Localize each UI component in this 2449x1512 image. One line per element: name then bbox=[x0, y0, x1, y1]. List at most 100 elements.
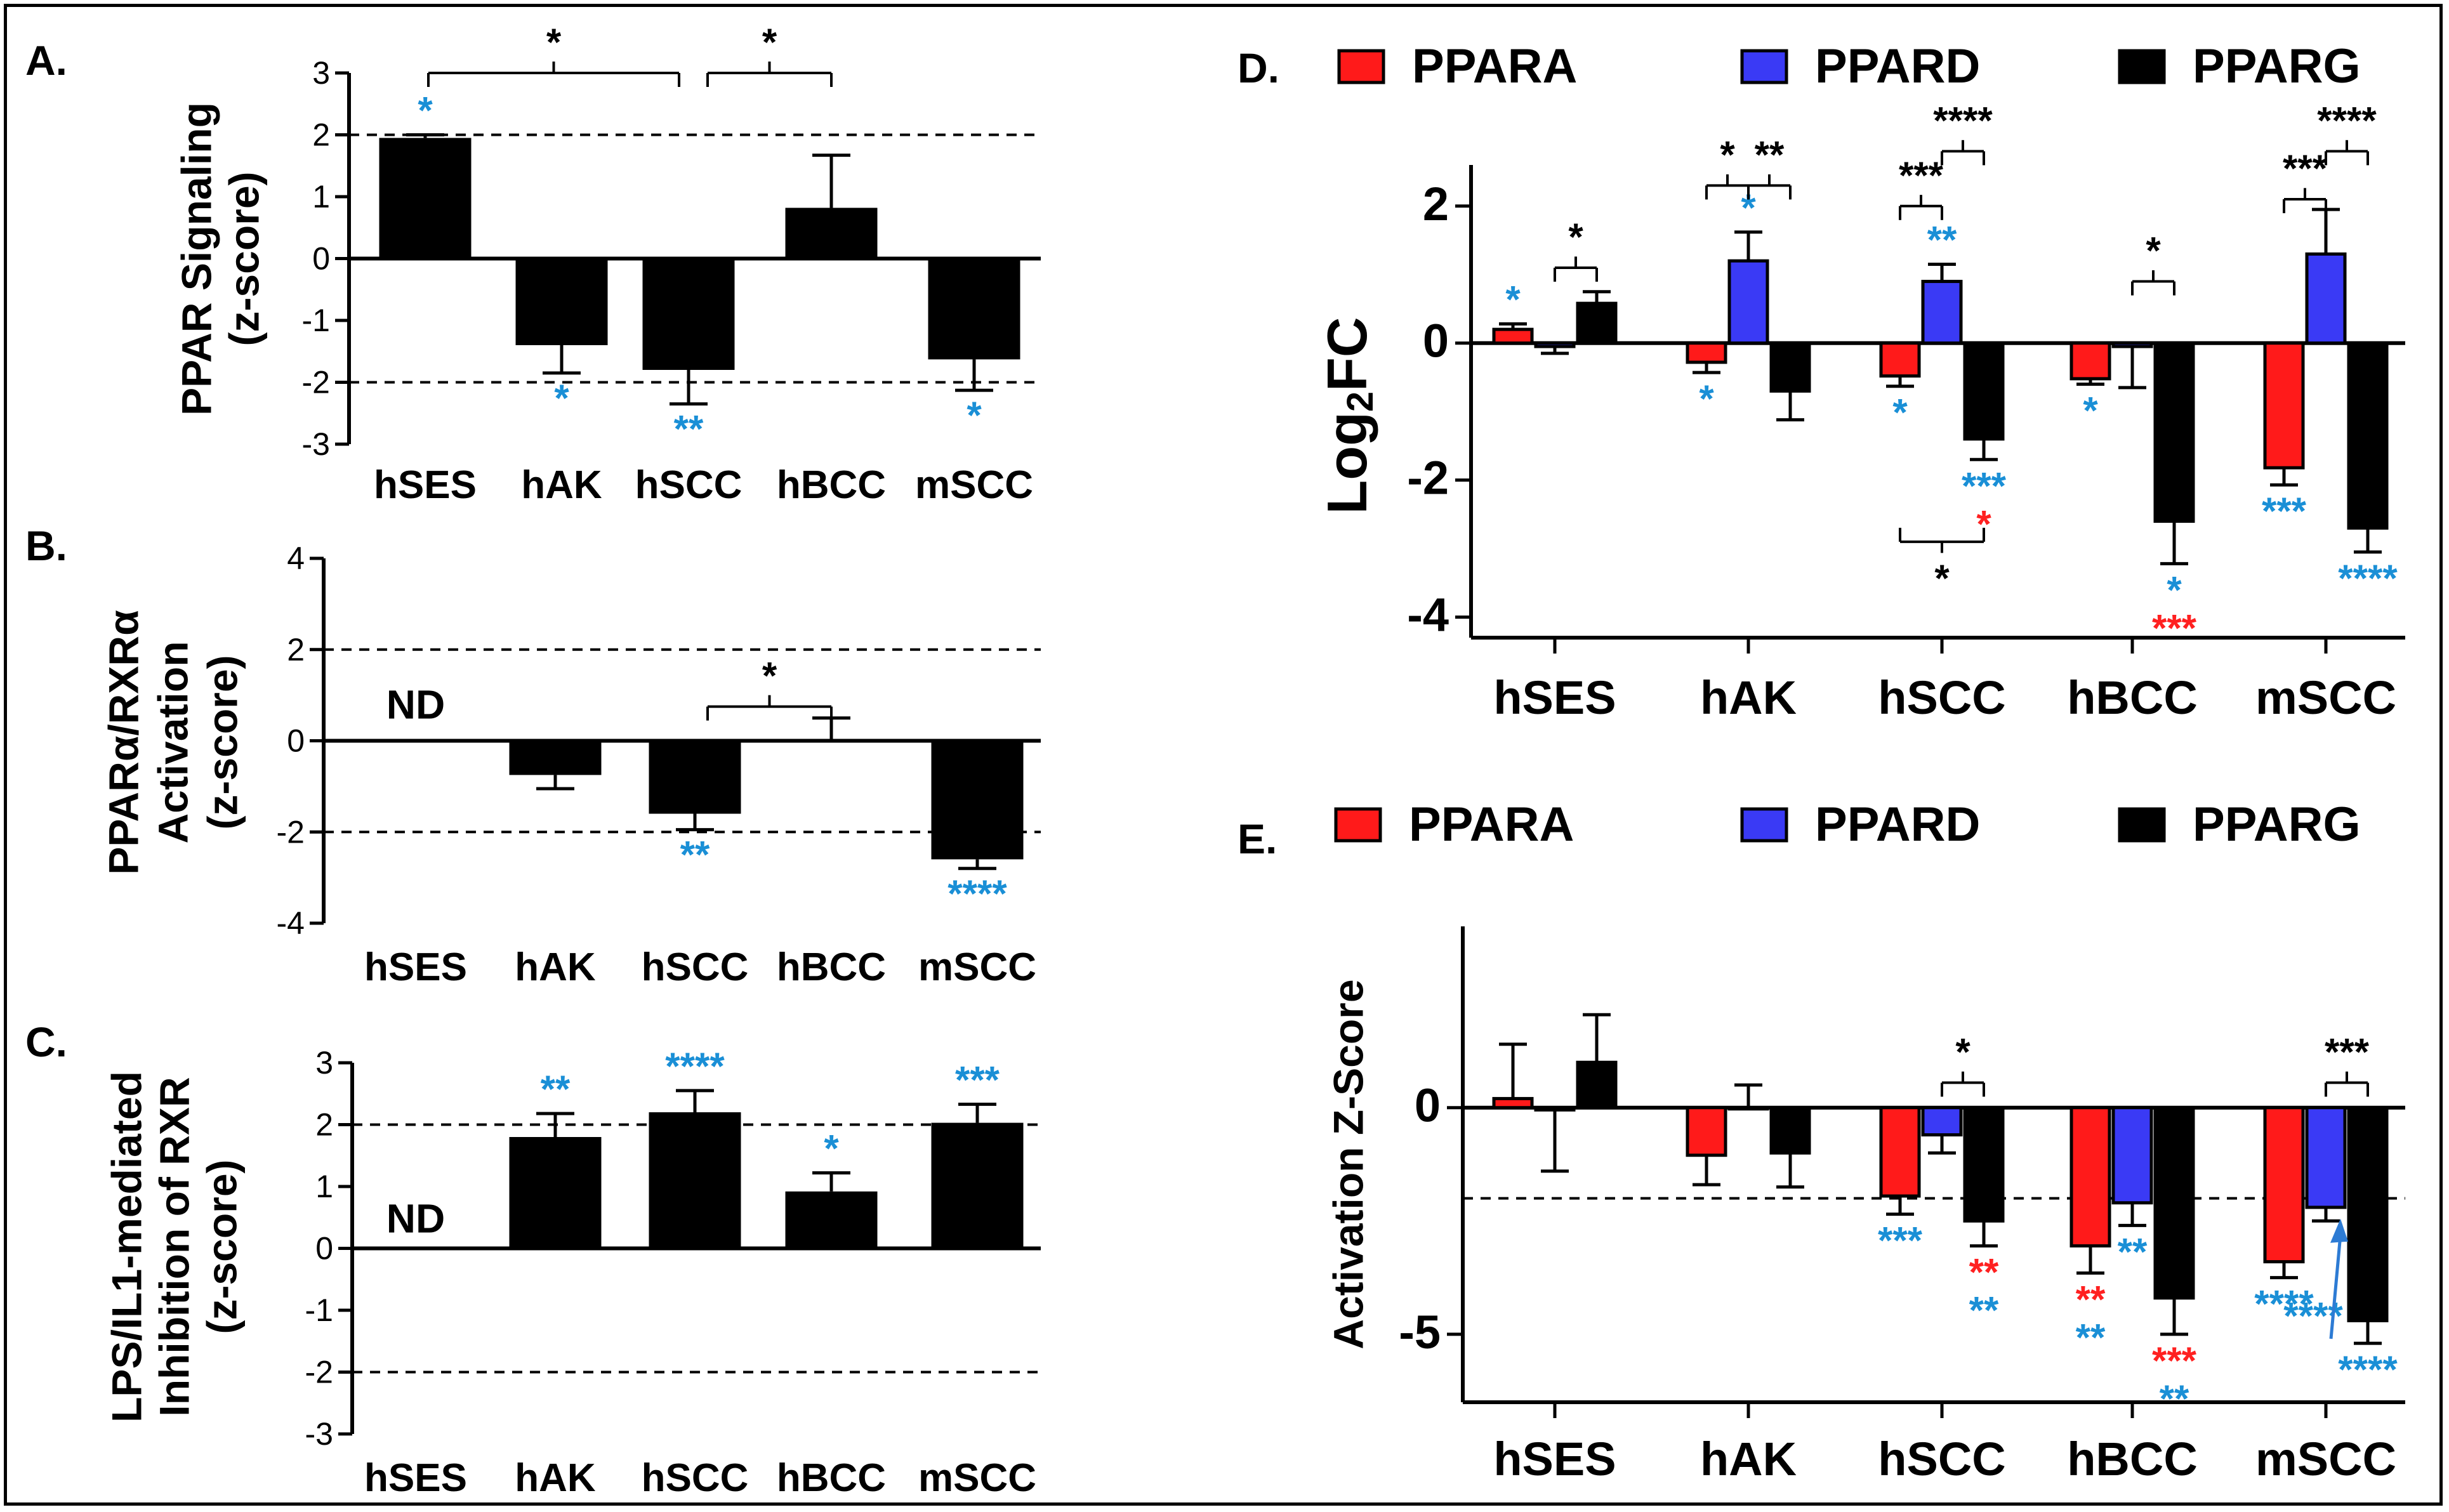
bar-E-PPARG-mSCC bbox=[2347, 1106, 2389, 1322]
y-axis-label-A: (z-score) bbox=[220, 171, 267, 346]
bar-E-PPARA-mSCC bbox=[2263, 1106, 2305, 1264]
significance-mark-D: * bbox=[2083, 390, 2098, 432]
y-tick-label-B: -4 bbox=[277, 905, 305, 941]
y-axis-label-C: (z-score) bbox=[198, 1159, 245, 1334]
significance-mark-D: *** bbox=[2152, 607, 2197, 649]
category-label-D: hBCC bbox=[2067, 671, 2198, 724]
category-label-E: hAK bbox=[1700, 1433, 1797, 1485]
category-label-E: mSCC bbox=[2255, 1433, 2396, 1485]
bar-E-PPARG-hSES bbox=[1576, 1060, 1618, 1110]
bar-D-PPARG-hSCC bbox=[1963, 341, 2005, 441]
significance-mark-C: *** bbox=[955, 1058, 1000, 1101]
bar-B-hSCC bbox=[649, 740, 741, 814]
bracket-significance-D: * bbox=[1934, 557, 1950, 600]
category-label-E: hBCC bbox=[2067, 1433, 2198, 1485]
significance-mark-E: ** bbox=[2076, 1278, 2106, 1320]
bar-B-mSCC bbox=[931, 740, 1024, 860]
bar-E-PPARG-hBCC bbox=[2153, 1106, 2195, 1300]
significance-mark-B: **** bbox=[947, 872, 1007, 915]
category-label-A: hSCC bbox=[635, 463, 743, 507]
panel-label-E: E. bbox=[1238, 815, 1277, 862]
y-tick-label-A: -3 bbox=[302, 426, 330, 462]
bar-A-mSCC bbox=[928, 258, 1020, 360]
significance-mark-E: *** bbox=[1878, 1219, 1923, 1262]
y-axis-label-B: Activation bbox=[149, 641, 196, 843]
significance-mark-D: *** bbox=[1962, 464, 2007, 507]
not-determined-label-B: ND bbox=[386, 682, 445, 728]
bar-A-hSCC bbox=[642, 258, 735, 370]
y-tick-label-A: -1 bbox=[302, 303, 330, 338]
bar-A-hAK bbox=[515, 258, 608, 345]
category-label-B: hAK bbox=[515, 945, 596, 989]
figure-frame bbox=[4, 4, 2443, 1506]
y-tick-label-B: -2 bbox=[277, 814, 305, 850]
legend-swatch-D-PPARG bbox=[2118, 49, 2166, 84]
category-label-C: hSCC bbox=[642, 1456, 749, 1500]
y-axis-label-A: PPAR Signaling bbox=[173, 102, 220, 416]
bar-D-PPARG-hAK bbox=[1769, 341, 1811, 393]
significance-mark-D: * bbox=[2167, 569, 2182, 611]
bar-D-PPARG-mSCC bbox=[2347, 341, 2389, 530]
category-label-D: hAK bbox=[1700, 671, 1797, 724]
bar-E-PPARA-hSES bbox=[1492, 1096, 1534, 1110]
bar-D-PPARG-hSES bbox=[1576, 301, 1618, 345]
annotation-arrow bbox=[2329, 1234, 2342, 1339]
bar-D-PPARD-hSES bbox=[1534, 341, 1576, 348]
y-axis-label-B: PPARα/RXRα bbox=[100, 610, 147, 874]
category-label-A: mSCC bbox=[915, 463, 1033, 507]
significance-mark-E: ** bbox=[2160, 1377, 2189, 1420]
y-axis-label-B: (z-score) bbox=[199, 655, 246, 829]
significance-mark-A: * bbox=[554, 377, 569, 419]
category-label-C: hAK bbox=[515, 1456, 596, 1500]
bar-E-PPARA-hAK bbox=[1686, 1106, 1727, 1157]
bar-E-PPARD-hBCC bbox=[2111, 1106, 2153, 1205]
y-tick-label-C: -3 bbox=[305, 1416, 333, 1452]
y-tick-label-C: 0 bbox=[315, 1231, 333, 1266]
bracket-significance-A: * bbox=[762, 21, 777, 63]
category-label-E: hSCC bbox=[1878, 1433, 2005, 1485]
bracket-significance-B: * bbox=[762, 655, 777, 697]
significance-mark-D: *** bbox=[2262, 490, 2307, 532]
significance-mark-C: * bbox=[824, 1127, 839, 1170]
significance-mark-E: **** bbox=[2338, 1348, 2398, 1391]
y-tick-label-A: 2 bbox=[312, 117, 330, 153]
bar-A-hBCC bbox=[785, 207, 878, 259]
bar-D-PPARD-mSCC bbox=[2305, 252, 2347, 345]
significance-mark-D: * bbox=[1699, 378, 1714, 420]
panel-label-A: A. bbox=[25, 37, 67, 84]
legend-swatch-D-PPARA bbox=[1337, 49, 1385, 84]
y-tick-label-A: -2 bbox=[302, 365, 330, 400]
bar-D-PPARA-hSES bbox=[1492, 327, 1534, 345]
bar-D-PPARA-hAK bbox=[1686, 341, 1727, 364]
bracket-significance-D: *** bbox=[1899, 154, 1944, 197]
annotation-arrow-head bbox=[2330, 1218, 2348, 1243]
significance-mark-A: * bbox=[418, 89, 433, 132]
bar-E-PPARD-hSCC bbox=[1921, 1106, 1963, 1137]
y-tick-label-C: 1 bbox=[315, 1169, 333, 1204]
bar-E-PPARG-hAK bbox=[1769, 1106, 1811, 1155]
bar-D-PPARD-hAK bbox=[1727, 259, 1769, 345]
legend-label-D-PPARG: PPARG bbox=[2193, 39, 2361, 93]
significance-mark-B: ** bbox=[680, 834, 710, 876]
significance-mark-E: ** bbox=[2118, 1230, 2148, 1273]
legend-swatch-E-PPARA bbox=[1334, 807, 1382, 843]
significance-mark-C: ** bbox=[541, 1068, 571, 1110]
bar-E-PPARA-hSCC bbox=[1879, 1106, 1921, 1198]
category-label-D: hSES bbox=[1493, 671, 1616, 724]
y-tick-label-D: -2 bbox=[1407, 452, 1449, 504]
category-label-B: mSCC bbox=[918, 945, 1036, 989]
bar-E-PPARA-hBCC bbox=[2069, 1106, 2111, 1248]
y-tick-label-D: -4 bbox=[1407, 589, 1449, 641]
panel-label-D: D. bbox=[1238, 44, 1279, 91]
bar-D-PPARD-hSCC bbox=[1921, 280, 1963, 345]
category-label-A: hSES bbox=[374, 463, 477, 507]
bar-E-PPARG-hSCC bbox=[1963, 1106, 2005, 1223]
significance-mark-A: * bbox=[967, 394, 982, 437]
bracket-significance-E: * bbox=[1955, 1030, 1970, 1073]
category-label-C: mSCC bbox=[918, 1456, 1036, 1500]
legend-label-D-PPARD: PPARD bbox=[1815, 39, 1980, 93]
category-label-C: hSES bbox=[364, 1456, 467, 1500]
significance-mark-C: **** bbox=[665, 1045, 725, 1088]
category-label-D: hSCC bbox=[1878, 671, 2005, 724]
